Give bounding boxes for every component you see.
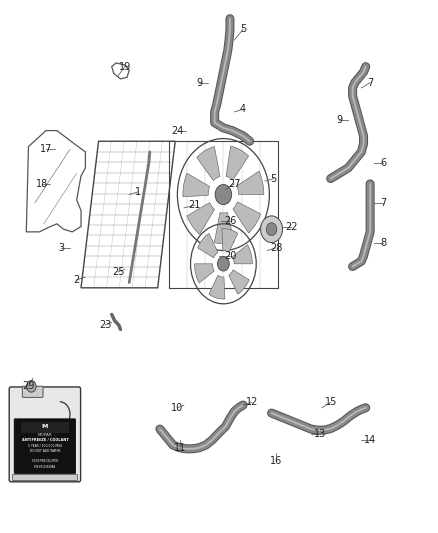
Text: 22: 22 bbox=[285, 222, 297, 231]
Text: P/N 68163849AA: P/N 68163849AA bbox=[34, 465, 56, 469]
Text: 8: 8 bbox=[380, 238, 386, 247]
Circle shape bbox=[27, 381, 36, 392]
Wedge shape bbox=[194, 264, 214, 283]
Text: 21: 21 bbox=[189, 200, 201, 210]
Text: DO NOT ADD WATER: DO NOT ADD WATER bbox=[30, 449, 60, 453]
Text: 23: 23 bbox=[99, 320, 111, 330]
Circle shape bbox=[215, 184, 232, 205]
Text: 13: 13 bbox=[314, 430, 326, 439]
FancyBboxPatch shape bbox=[9, 387, 81, 482]
Text: 27: 27 bbox=[228, 179, 240, 189]
Text: 28: 28 bbox=[270, 243, 282, 253]
Wedge shape bbox=[229, 270, 249, 294]
Text: 5 YEAR / 100,000 MILE: 5 YEAR / 100,000 MILE bbox=[28, 443, 62, 448]
Text: 3: 3 bbox=[58, 243, 64, 253]
Wedge shape bbox=[233, 245, 252, 264]
Wedge shape bbox=[198, 233, 218, 258]
Wedge shape bbox=[214, 212, 234, 244]
Text: 5: 5 bbox=[240, 25, 246, 34]
Text: 6: 6 bbox=[380, 158, 386, 167]
Text: 25: 25 bbox=[112, 267, 124, 277]
Wedge shape bbox=[197, 147, 220, 181]
Text: MOPAR: MOPAR bbox=[38, 433, 52, 437]
Text: 18: 18 bbox=[35, 179, 48, 189]
Circle shape bbox=[217, 257, 230, 271]
Text: 9: 9 bbox=[336, 115, 343, 125]
FancyBboxPatch shape bbox=[22, 386, 43, 398]
Wedge shape bbox=[222, 229, 238, 253]
Text: 17: 17 bbox=[40, 144, 52, 154]
Bar bbox=[21, 422, 69, 433]
Text: 29: 29 bbox=[22, 382, 35, 391]
Circle shape bbox=[266, 223, 277, 236]
Wedge shape bbox=[237, 171, 264, 195]
Text: 4: 4 bbox=[240, 104, 246, 114]
Text: 5: 5 bbox=[271, 174, 277, 183]
Text: 7: 7 bbox=[380, 198, 386, 207]
Text: 1: 1 bbox=[135, 187, 141, 197]
Wedge shape bbox=[233, 202, 261, 233]
Text: M: M bbox=[42, 424, 48, 429]
Text: 26: 26 bbox=[224, 216, 236, 226]
Text: 9: 9 bbox=[196, 78, 202, 87]
Wedge shape bbox=[226, 146, 249, 180]
Text: 7: 7 bbox=[367, 78, 373, 87]
Wedge shape bbox=[209, 275, 225, 299]
Text: 24: 24 bbox=[171, 126, 184, 135]
Wedge shape bbox=[183, 173, 210, 197]
Text: 12: 12 bbox=[246, 398, 258, 407]
Circle shape bbox=[261, 216, 283, 243]
FancyBboxPatch shape bbox=[14, 419, 76, 473]
Text: 10: 10 bbox=[171, 403, 184, 413]
Text: 2: 2 bbox=[74, 275, 80, 285]
Text: 50/50 PRE-DILUTED: 50/50 PRE-DILUTED bbox=[32, 459, 58, 463]
Text: 19: 19 bbox=[119, 62, 131, 71]
Text: 20: 20 bbox=[224, 251, 236, 261]
Bar bbox=[12, 474, 78, 480]
Wedge shape bbox=[187, 203, 215, 235]
Text: 11: 11 bbox=[173, 443, 186, 453]
Text: 14: 14 bbox=[364, 435, 376, 445]
Text: 15: 15 bbox=[325, 398, 337, 407]
Text: 16: 16 bbox=[270, 456, 282, 466]
Text: ANTIFREEZE / COOLANT: ANTIFREEZE / COOLANT bbox=[21, 438, 68, 442]
